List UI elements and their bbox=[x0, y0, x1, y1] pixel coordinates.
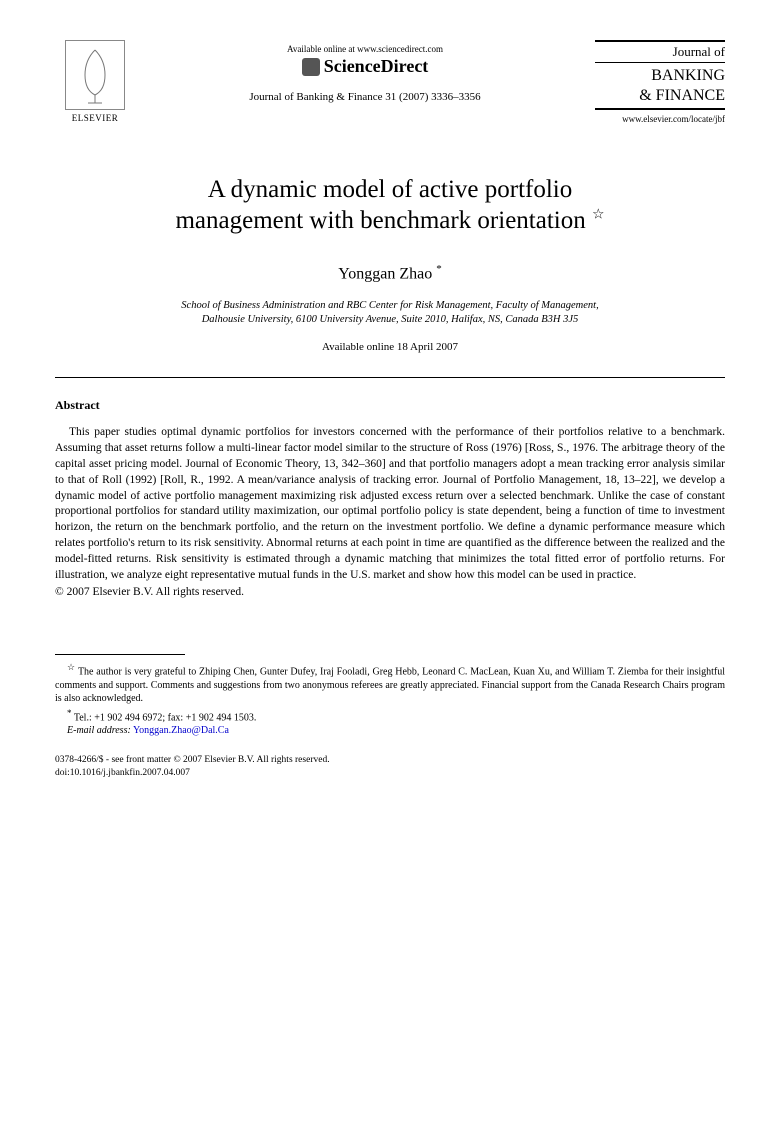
title-line1: A dynamic model of active portfolio bbox=[208, 176, 573, 203]
email-label: E-mail address: bbox=[67, 725, 131, 736]
journal-name-line2: & FINANCE bbox=[639, 87, 725, 104]
email-line: E-mail address: Yonggan.Zhao@Dal.Ca bbox=[55, 725, 725, 736]
affiliation: School of Business Administration and RB… bbox=[55, 299, 725, 327]
available-online-date: Available online 18 April 2007 bbox=[55, 341, 725, 353]
email-address[interactable]: Yonggan.Zhao@Dal.Ca bbox=[133, 725, 229, 736]
author-line: Yonggan Zhao * bbox=[55, 263, 725, 283]
publisher-name: ELSEVIER bbox=[72, 113, 119, 123]
acknowledgment-footnote: ☆ The author is very grateful to Zhiping… bbox=[55, 661, 725, 706]
page-footer: 0378-4266/$ - see front matter © 2007 El… bbox=[55, 754, 725, 780]
article-title: A dynamic model of active portfolio mana… bbox=[55, 174, 725, 237]
copyright-line: © 2007 Elsevier B.V. All rights reserved… bbox=[55, 586, 725, 598]
affiliation-line2: Dalhousie University, 6100 University Av… bbox=[202, 314, 579, 325]
title-footnote-star-icon: ☆ bbox=[592, 208, 605, 223]
doi-line: doi:10.1016/j.jbankfin.2007.04.007 bbox=[55, 767, 725, 780]
footnote-star-icon: ☆ bbox=[67, 662, 75, 672]
journal-title-block-wrap: Journal of BANKING & FINANCE www.elsevie… bbox=[595, 40, 725, 124]
front-matter-line: 0378-4266/$ - see front matter © 2007 El… bbox=[55, 754, 725, 767]
journal-of-label: Journal of bbox=[595, 44, 725, 63]
header-center: Available online at www.sciencedirect.co… bbox=[135, 40, 595, 103]
title-line2: management with benchmark orientation bbox=[175, 207, 585, 234]
journal-title-block: Journal of BANKING & FINANCE bbox=[595, 40, 725, 110]
journal-reference: Journal of Banking & Finance 31 (2007) 3… bbox=[249, 91, 480, 103]
abstract-heading: Abstract bbox=[55, 398, 725, 413]
tel-fax: Tel.: +1 902 494 6972; fax: +1 902 494 1… bbox=[74, 712, 257, 723]
footnote-asterisk-icon: * bbox=[67, 708, 72, 718]
journal-name-line1: BANKING bbox=[651, 67, 725, 84]
publisher-logo-block: ELSEVIER bbox=[55, 40, 135, 123]
elsevier-tree-icon bbox=[65, 40, 125, 110]
journal-name: BANKING & FINANCE bbox=[595, 63, 725, 106]
header-divider bbox=[55, 377, 725, 378]
acknowledgment-text: The author is very grateful to Zhiping C… bbox=[55, 666, 725, 704]
author-name: Yonggan Zhao bbox=[338, 265, 432, 282]
available-online-text: Available online at www.sciencedirect.co… bbox=[287, 44, 443, 54]
page-header: ELSEVIER Available online at www.science… bbox=[55, 40, 725, 124]
sciencedirect-icon bbox=[302, 58, 320, 76]
sciencedirect-logo: ScienceDirect bbox=[302, 56, 429, 77]
journal-url: www.elsevier.com/locate/jbf bbox=[595, 114, 725, 124]
affiliation-line1: School of Business Administration and RB… bbox=[181, 300, 598, 311]
sciencedirect-text: ScienceDirect bbox=[324, 56, 429, 77]
abstract-body: This paper studies optimal dynamic portf… bbox=[55, 425, 725, 584]
corresponding-contact: * Tel.: +1 902 494 6972; fax: +1 902 494… bbox=[55, 708, 725, 723]
footnote-rule bbox=[55, 654, 185, 655]
corresponding-author-mark: * bbox=[436, 263, 442, 275]
